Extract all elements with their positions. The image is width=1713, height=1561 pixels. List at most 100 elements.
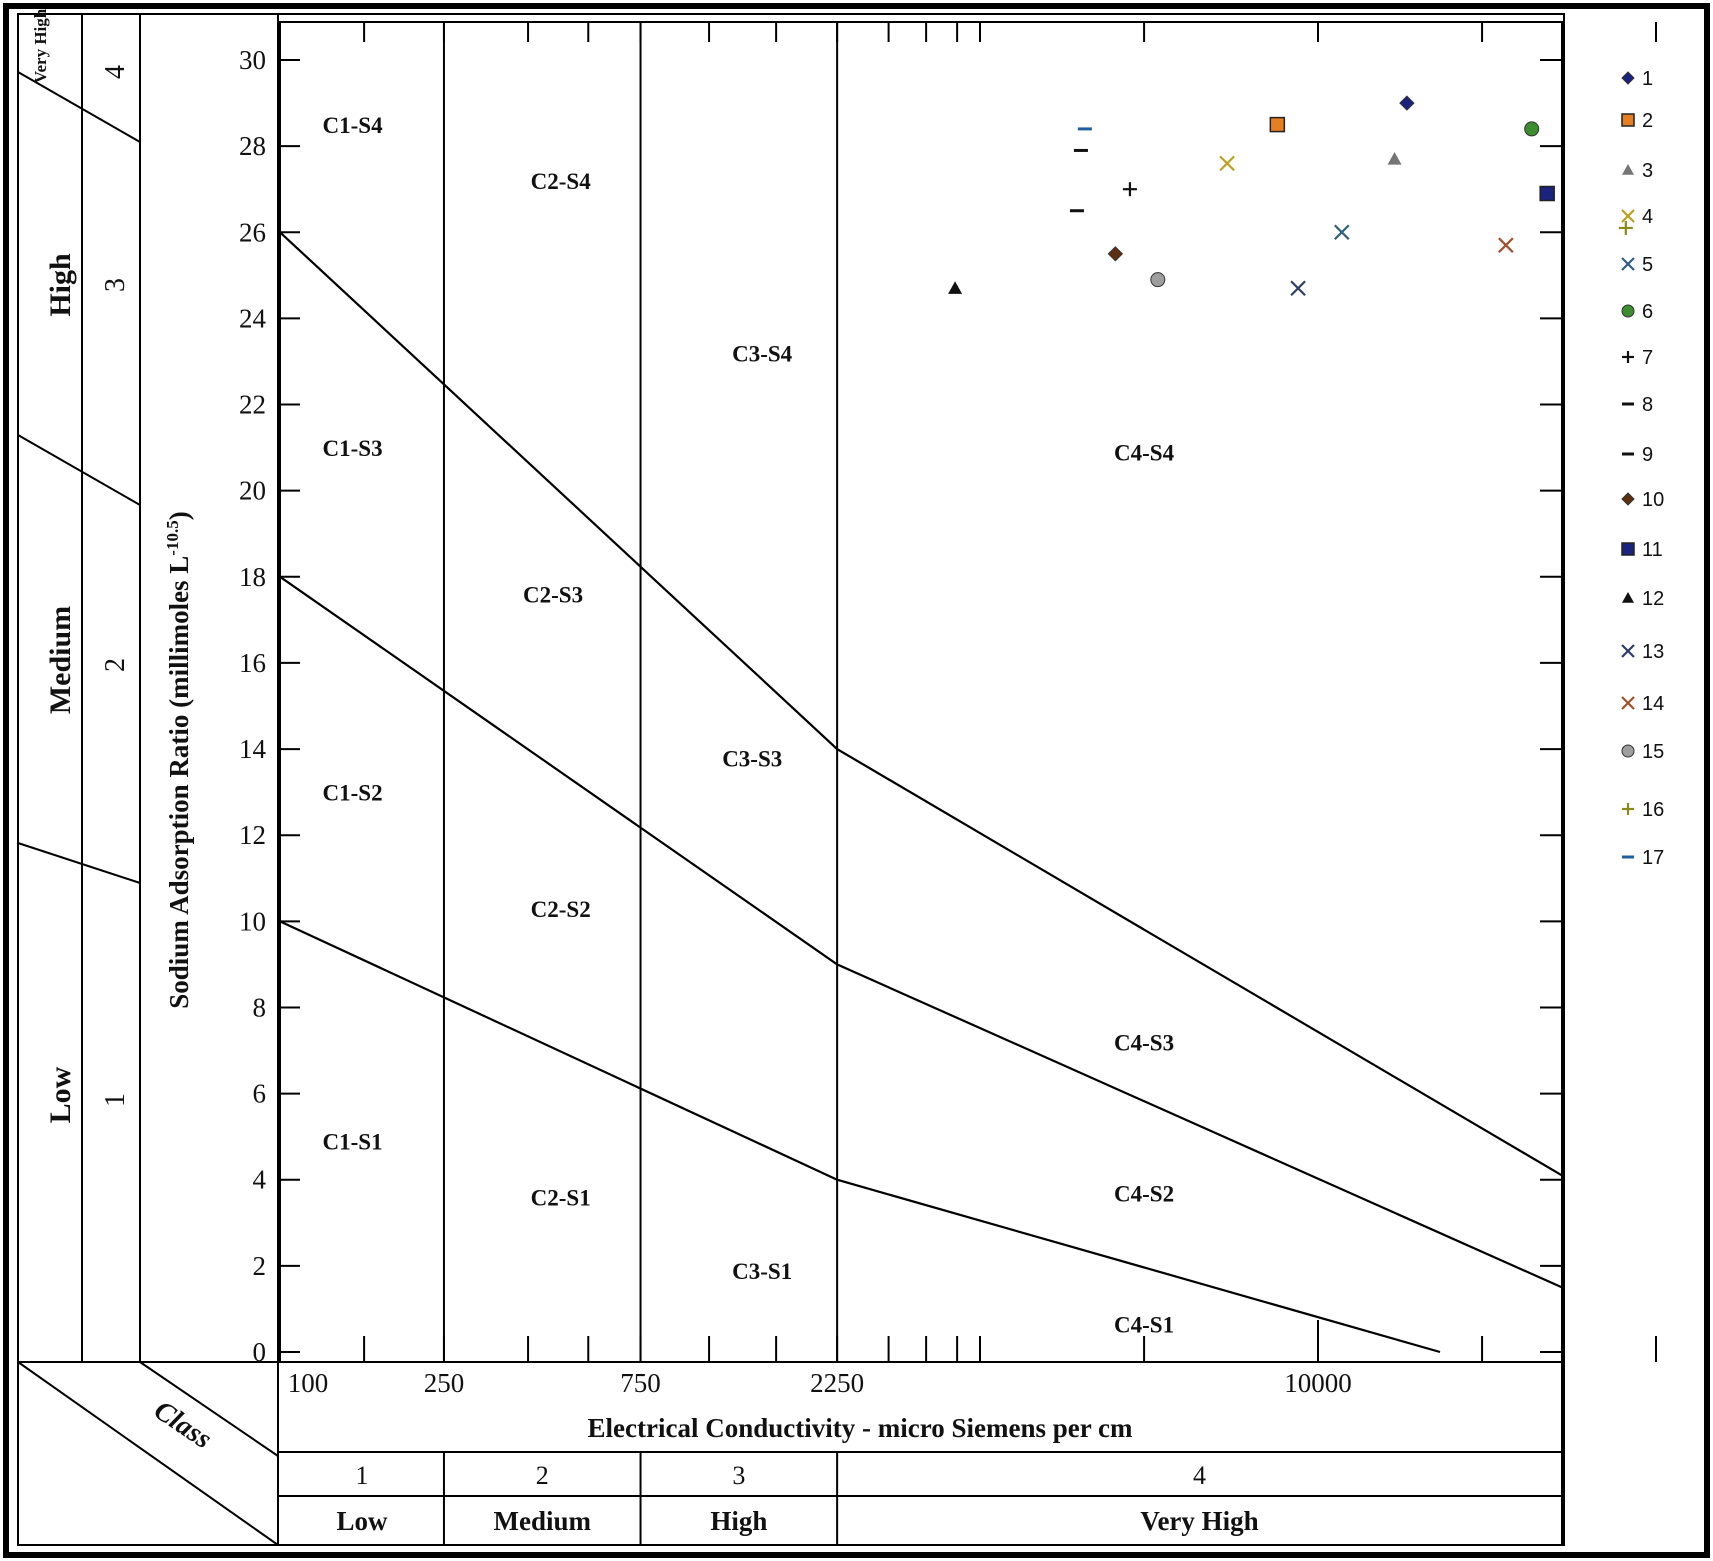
class-diagonal-2 xyxy=(139,1361,279,1457)
legend-marker xyxy=(1621,696,1635,710)
legend-marker xyxy=(1621,304,1635,318)
legend-item-7: 7 xyxy=(1622,347,1653,369)
sodium-hazard-lines xyxy=(279,231,1563,1354)
x-header-box xyxy=(277,1361,1563,1546)
legend-label: 11 xyxy=(1642,539,1663,561)
legend-label: 4 xyxy=(1642,206,1653,228)
sample-point-12 xyxy=(948,281,963,294)
sodium-class-num-1: 1 xyxy=(100,1093,131,1107)
sample-point-15 xyxy=(1150,272,1166,288)
x-tick-label: 2250 xyxy=(810,1368,864,1398)
salinity-class-label: Very High xyxy=(1140,1506,1258,1536)
x-tick-label: 250 xyxy=(424,1368,465,1398)
legend-item-13: 13 xyxy=(1621,641,1664,663)
legend-marker xyxy=(1621,257,1635,271)
legend-item-14: 14 xyxy=(1621,693,1664,715)
zone-label: C2-S2 xyxy=(531,897,591,922)
salinity-class-num: 4 xyxy=(1193,1461,1206,1490)
sodium-hazard-line xyxy=(279,920,1441,1354)
salinity-class-num: 2 xyxy=(536,1461,549,1490)
zone-label: C2-S3 xyxy=(523,583,583,608)
legend-label: 5 xyxy=(1642,254,1653,276)
zone-label: C4-S1 xyxy=(1114,1313,1174,1338)
legend-item-8: 8 xyxy=(1622,394,1653,416)
legend-label: 16 xyxy=(1642,799,1664,821)
sample-point-14 xyxy=(1498,237,1514,253)
legend-label: 15 xyxy=(1642,741,1664,763)
zone-label: C1-S3 xyxy=(323,436,383,461)
sodium-band-line-3 xyxy=(17,842,141,884)
sample-point-2 xyxy=(1269,116,1286,133)
y-tick-label: 18 xyxy=(239,562,266,592)
legend-item-6: 6 xyxy=(1621,301,1653,323)
y-tick-label: 22 xyxy=(239,390,266,420)
zone-label: C2-S4 xyxy=(531,169,592,194)
sample-point-7 xyxy=(1122,182,1137,197)
legend-marker xyxy=(1621,492,1635,506)
legend-label: 3 xyxy=(1642,160,1653,182)
y-tick-label: 12 xyxy=(239,820,266,850)
sample-point-10 xyxy=(1107,246,1124,262)
sodium-class-num-4: 4 xyxy=(100,65,131,79)
zone-label: C4-S4 xyxy=(1114,441,1175,466)
legend-marker xyxy=(1622,803,1634,815)
legend-label: 6 xyxy=(1642,301,1653,323)
legend-item-16: 16 xyxy=(1622,799,1664,821)
legend-item-3: 3 xyxy=(1622,160,1653,182)
salinity-class-num: 1 xyxy=(355,1461,368,1490)
zone-label: C3-S1 xyxy=(732,1259,792,1284)
legend-marker xyxy=(1622,351,1634,363)
legend-marker xyxy=(1621,744,1635,758)
zone-labels: C1-S4 C2-S4 C1-S3 C2-S3 C3-S4 C4-S4 C3-S3 C1-S2… xyxy=(323,113,1175,1337)
zone-label: C1-S4 xyxy=(323,113,384,138)
x-axis: 100 250 750 2250 10000 xyxy=(279,22,1657,1398)
x-tick-label: 750 xyxy=(620,1368,661,1398)
legend-label: 13 xyxy=(1642,641,1664,663)
zone-label: C1-S2 xyxy=(323,781,383,806)
y-tick-label: 4 xyxy=(253,1165,267,1195)
y-tick-label: 26 xyxy=(239,217,266,247)
legend-marker xyxy=(1621,542,1635,556)
sodium-band-line-2 xyxy=(17,434,141,506)
salinity-class-num: 3 xyxy=(732,1461,745,1490)
sample-point-13 xyxy=(1290,280,1306,297)
salinity-class-label: High xyxy=(710,1506,767,1536)
legend-item-10: 10 xyxy=(1621,489,1664,511)
zone-label: C2-S1 xyxy=(531,1186,591,1211)
legend-marker xyxy=(1621,113,1635,127)
sodium-class-label-3: High xyxy=(44,253,77,317)
sample-point-16 xyxy=(1618,220,1633,235)
y-tick-label: 24 xyxy=(239,303,267,333)
sample-point-1 xyxy=(1399,95,1415,111)
y-axis-label: Sodium Adsorption Ratio (millimoles L-10… xyxy=(163,511,194,1008)
legend-item-4: 4 xyxy=(1621,206,1653,228)
sample-point-3 xyxy=(1387,152,1402,165)
class-diagonal-1 xyxy=(17,1361,279,1546)
x-tick-label: 10000 xyxy=(1284,1368,1352,1398)
sodium-class-num-3: 3 xyxy=(100,278,131,292)
legend-item-11: 11 xyxy=(1621,539,1663,561)
y-tick-label: 28 xyxy=(239,131,266,161)
salinity-class-label: Low xyxy=(336,1506,388,1536)
legend-label: 2 xyxy=(1642,110,1653,132)
plot-border xyxy=(279,21,1563,1363)
sample-point-11 xyxy=(1539,185,1555,202)
sodium-class-label-1: Low xyxy=(44,1066,77,1123)
sodium-class-num-2: 2 xyxy=(100,658,131,672)
sodium-class-label-2: Medium xyxy=(44,606,77,714)
salinity-class-table: 1 Low 2 Medium 3 High 4 Very High xyxy=(336,1452,1259,1545)
legend-label: 17 xyxy=(1642,847,1664,869)
legend-item-1: 1 xyxy=(1621,68,1653,90)
y-tick-label: 0 xyxy=(253,1337,267,1367)
sample-points xyxy=(948,95,1633,297)
y-tick-label: 16 xyxy=(239,648,266,678)
legend-item-2: 2 xyxy=(1621,110,1653,132)
salinity-class-label: Medium xyxy=(493,1506,591,1536)
outer-frame xyxy=(3,3,1710,1558)
legend-item-12: 12 xyxy=(1622,588,1664,610)
sample-point-6 xyxy=(1524,121,1540,137)
